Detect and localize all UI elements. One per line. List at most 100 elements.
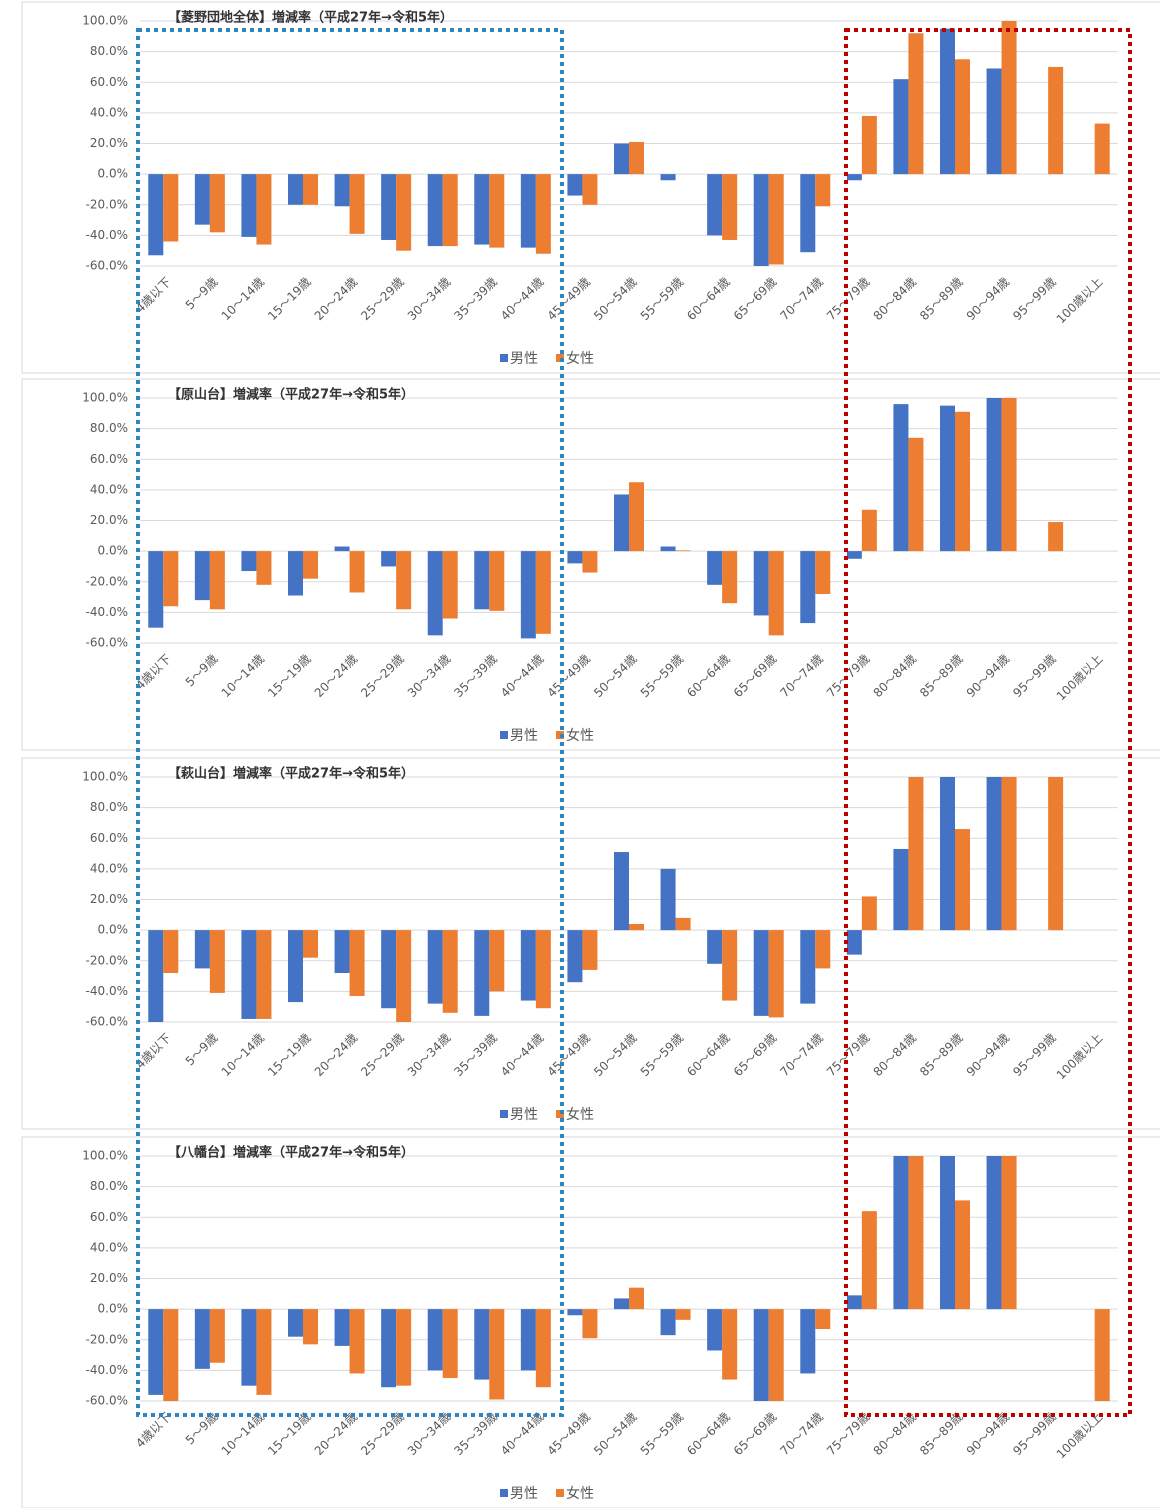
- bar: [241, 1309, 257, 1386]
- bar: [955, 1200, 970, 1310]
- bar: [1001, 398, 1017, 552]
- bar: [582, 930, 598, 970]
- bar: [194, 930, 210, 969]
- legend-label: 女性: [566, 350, 594, 367]
- y-tick-label: 0.0%: [98, 1302, 129, 1316]
- y-tick-label: 40.0%: [90, 1240, 128, 1254]
- bar: [303, 174, 318, 205]
- y-tick-label: -60.0%: [86, 636, 128, 650]
- bar: [535, 174, 551, 254]
- bar: [861, 1211, 877, 1310]
- bar: [241, 930, 257, 1019]
- bar: [1094, 1309, 1110, 1401]
- chart-panel: -60.0% -40.0% -20.0% 0.0% 20.0% 40.0% 60.0% 80.…: [21, 1136, 1160, 1508]
- bar: [629, 141, 644, 175]
- bar: [614, 1298, 629, 1310]
- y-tick-label: 60.0%: [90, 831, 128, 845]
- bar: [861, 896, 877, 931]
- y-tick-label: 60.0%: [90, 452, 128, 466]
- bar: [427, 551, 443, 636]
- y-tick-label: 20.0%: [90, 892, 128, 906]
- bar: [614, 852, 629, 931]
- y-tick-label: 60.0%: [90, 75, 128, 89]
- bar: [753, 1309, 769, 1401]
- bar: [660, 174, 676, 181]
- bar: [303, 930, 318, 958]
- bar: [520, 1309, 536, 1371]
- bar: [986, 398, 1002, 552]
- bar: [707, 174, 723, 236]
- y-tick-label: 0.0%: [98, 167, 129, 181]
- bars: [148, 21, 1110, 266]
- y-tick-label: 80.0%: [90, 1179, 128, 1193]
- bar: [442, 551, 458, 619]
- bar: [768, 174, 784, 265]
- legend-label: 男性: [510, 728, 538, 744]
- legend-swatch: [500, 1489, 508, 1497]
- bar: [815, 930, 831, 969]
- y-tick-label: 80.0%: [90, 800, 128, 814]
- bar: [815, 174, 831, 207]
- bar: [800, 174, 816, 253]
- bar: [442, 1309, 458, 1379]
- y-tick-label: -20.0%: [86, 197, 128, 211]
- y-tick-label: -60.0%: [86, 1015, 128, 1029]
- bar: [474, 1309, 490, 1380]
- legend-label: 女性: [566, 1106, 594, 1123]
- bar: [908, 437, 924, 552]
- y-tick-label: -40.0%: [86, 984, 128, 998]
- legend-swatch: [500, 731, 508, 739]
- bar: [908, 777, 924, 931]
- bar: [567, 174, 583, 196]
- bar: [427, 1309, 443, 1371]
- y-tick-label: 20.0%: [90, 513, 128, 527]
- bar: [722, 1309, 738, 1380]
- bar: [614, 143, 629, 175]
- y-tick-label: 20.0%: [90, 1271, 128, 1285]
- bar: [396, 930, 412, 1022]
- legend-swatch: [500, 1110, 508, 1118]
- y-tick-label: 80.0%: [90, 421, 128, 435]
- y-tick-label: 100.0%: [82, 770, 128, 784]
- bar: [474, 930, 490, 1016]
- bar: [567, 551, 583, 564]
- bar: [908, 1156, 924, 1310]
- bar: [288, 551, 303, 596]
- chart-title: 【菱野団地全体】増減率（平成27年→令和5年）: [168, 10, 453, 26]
- bar: [567, 930, 583, 983]
- bar: [800, 1309, 816, 1374]
- y-tick-label: 0.0%: [98, 923, 129, 937]
- bar: [349, 930, 365, 996]
- y-tick-label: 100.0%: [82, 1149, 128, 1163]
- bar: [955, 411, 970, 552]
- bar: [334, 930, 350, 973]
- bar: [288, 174, 303, 205]
- bar: [893, 848, 909, 931]
- bar: [940, 1156, 955, 1310]
- legend-label: 女性: [566, 1485, 594, 1502]
- bar: [940, 28, 955, 175]
- bar: [800, 551, 816, 624]
- bar: [489, 930, 505, 992]
- bar: [256, 930, 272, 1019]
- bar: [334, 174, 350, 207]
- bar: [442, 930, 458, 1013]
- y-tick-label: 100.0%: [82, 14, 128, 28]
- y-tick-label: -20.0%: [86, 574, 128, 588]
- bar: [209, 1309, 225, 1363]
- y-tick-label: -60.0%: [86, 259, 128, 273]
- y-tick-label: 60.0%: [90, 1210, 128, 1224]
- bar: [334, 546, 350, 552]
- chart-title: 【萩山台】増減率（平成27年→令和5年）: [168, 766, 414, 782]
- bar: [567, 1309, 583, 1316]
- bars: [148, 1156, 1110, 1401]
- bar: [629, 1287, 644, 1310]
- legend-label: 女性: [566, 727, 594, 744]
- bar: [163, 551, 179, 607]
- bar: [846, 1295, 862, 1310]
- y-tick-label: 40.0%: [90, 482, 128, 496]
- chart-panel: -60.0% -40.0% -20.0% 0.0% 20.0% 40.0% 60.0% 80.…: [21, 757, 1160, 1130]
- bar: [163, 174, 179, 242]
- bar: [396, 174, 412, 251]
